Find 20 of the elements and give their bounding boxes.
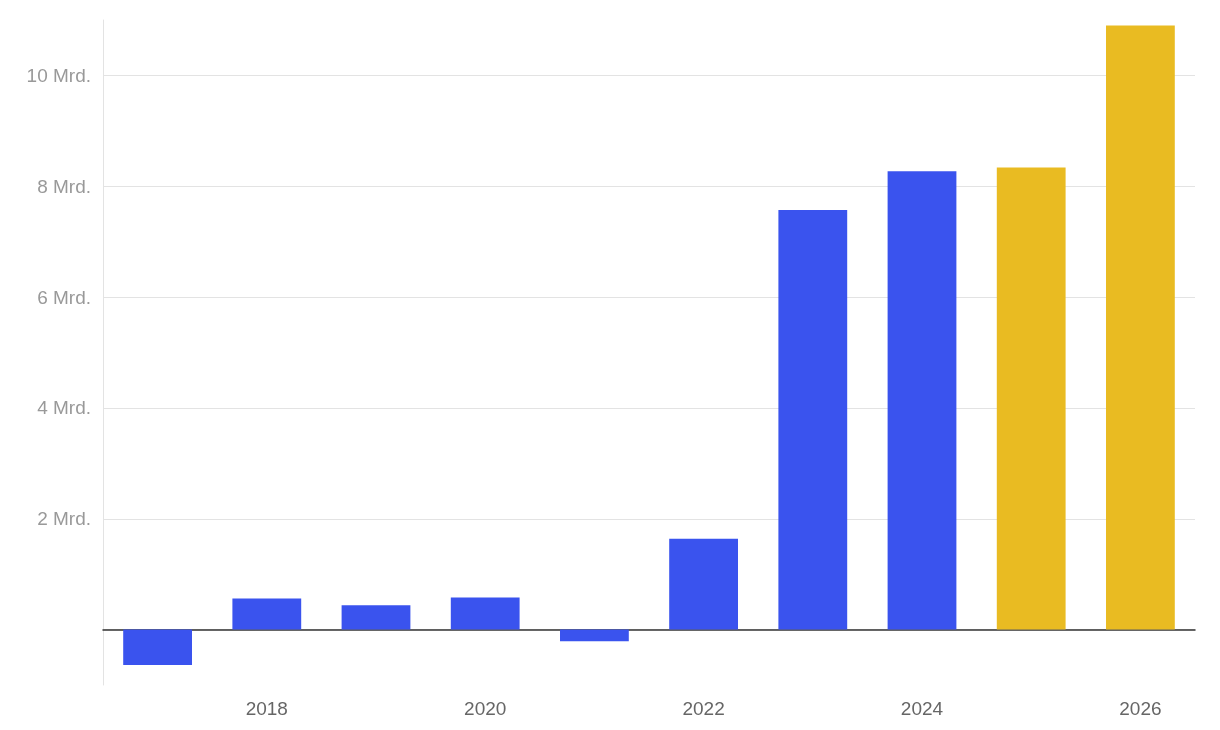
bar <box>996 167 1066 630</box>
bar <box>450 597 520 630</box>
x-tick-label: 2020 <box>464 698 507 719</box>
y-tick-label: 4 Mrd. <box>37 397 91 419</box>
y-tick-label: 2 Mrd. <box>37 508 91 530</box>
y-tick-label: 8 Mrd. <box>37 175 91 197</box>
bar <box>123 629 192 666</box>
bar <box>778 210 848 630</box>
bar <box>232 598 302 630</box>
bar <box>1106 25 1175 630</box>
bar <box>669 538 738 630</box>
y-tick-label: 10 Mrd. <box>26 64 91 86</box>
x-tick-label: 2018 <box>245 698 288 719</box>
bar <box>341 605 411 630</box>
x-tick-label: 2026 <box>1119 698 1162 719</box>
bar <box>887 171 957 630</box>
bar <box>560 629 629 642</box>
y-tick-label: 6 Mrd. <box>37 286 91 308</box>
x-tick-label: 2022 <box>682 698 725 719</box>
x-tick-label: 2024 <box>900 698 944 719</box>
